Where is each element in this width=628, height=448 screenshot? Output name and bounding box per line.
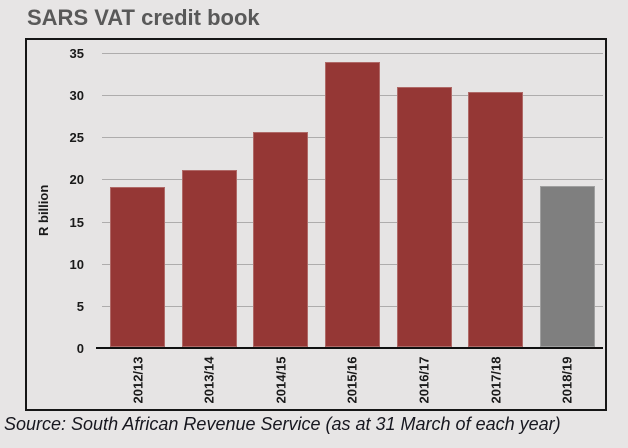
x-axis-line (96, 347, 603, 349)
bar-2015-16 (324, 62, 380, 347)
bar-2017-18 (468, 91, 524, 347)
y-tick-label: 15 (69, 214, 84, 230)
y-tick-label: 30 (69, 88, 84, 104)
bar-2018-19 (539, 186, 595, 347)
y-tick-label: 25 (69, 130, 84, 146)
y-tick-label: 20 (69, 172, 84, 188)
bar-series (102, 40, 603, 347)
y-tick-label: 35 (69, 46, 84, 61)
y-tick-label: 5 (76, 298, 84, 314)
x-tick-label: 2013/14 (201, 356, 217, 404)
plot-area (96, 40, 603, 349)
y-tick-label: 0 (76, 341, 84, 356)
x-tick-label: 2015/16 (344, 356, 360, 404)
bar-2014-15 (253, 132, 309, 347)
chart-frame: R billion 0 5 10 15 20 25 30 35 2012/13 2013/14 2… (25, 38, 607, 411)
source-note: Source: South African Revenue Service (a… (4, 414, 561, 434)
x-tick-label: 2018/19 (559, 356, 575, 404)
x-axis-tick-labels: 2012/13 2013/14 2014/15 2015/16 2016/17 2017/… (102, 352, 603, 408)
bar-2012-13 (110, 186, 166, 347)
x-tick-label: 2012/13 (130, 356, 146, 404)
chart-title: SARS VAT credit book (27, 5, 260, 30)
x-tick-label: 2014/15 (273, 356, 289, 404)
x-tick-label: 2017/18 (488, 356, 504, 404)
x-tick-label: 2016/17 (416, 356, 432, 404)
y-tick-label: 10 (69, 256, 84, 272)
bar-2013-14 (181, 170, 237, 347)
bar-2016-17 (396, 86, 452, 347)
gridline (102, 53, 603, 54)
